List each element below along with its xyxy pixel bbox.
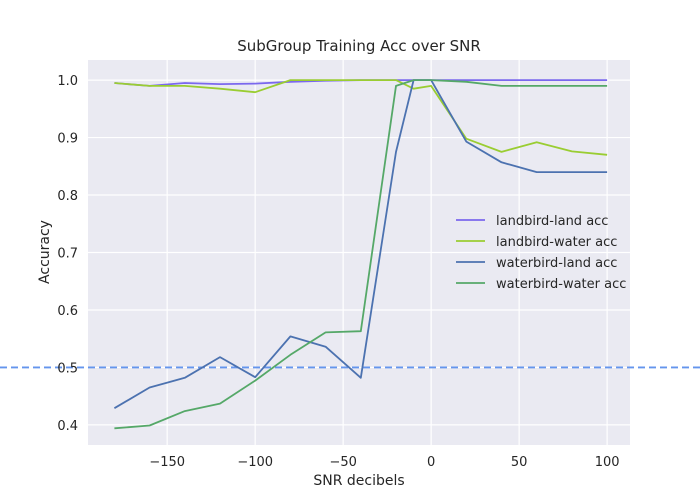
y-tick-labels: 0.4 0.5 0.6 0.7 0.8 0.9 1.0	[57, 74, 78, 434]
y-tick-label: 1.0	[57, 74, 78, 89]
y-tick-label: 0.8	[57, 189, 78, 204]
x-axis-label: SNR decibels	[313, 473, 404, 489]
x-tick-label: −100	[237, 455, 273, 470]
legend-label: waterbird-water acc	[496, 277, 626, 292]
series-lines	[113, 79, 608, 430]
x-tick-label: −50	[329, 455, 356, 470]
legend-label: landbird-land acc	[496, 214, 608, 229]
x-tick-label: 0	[427, 455, 435, 470]
x-tick-label: 100	[595, 455, 620, 470]
x-tick-label: −150	[149, 455, 185, 470]
legend-label: waterbird-land acc	[496, 256, 617, 271]
x-tick-label: 50	[511, 455, 528, 470]
y-tick-label: 0.7	[57, 247, 78, 262]
x-tick-labels: −150 −100 −50 0 50 100	[149, 455, 619, 470]
chart-title: SubGroup Training Acc over SNR	[237, 37, 481, 55]
legend-label: landbird-water acc	[496, 235, 617, 250]
y-tick-label: 0.4	[57, 419, 78, 434]
y-tick-label: 0.9	[57, 132, 78, 147]
legend: landbird-land acc landbird-water acc water…	[456, 214, 626, 292]
series-line-waterbird-land-acc	[113, 79, 608, 409]
series-line-landbird-water-acc	[114, 79, 608, 156]
series-line-waterbird-water-acc	[114, 79, 608, 430]
y-tick-label: 0.5	[57, 361, 78, 376]
y-axis-label: Accuracy	[37, 220, 53, 284]
y-tick-label: 0.6	[57, 304, 78, 319]
